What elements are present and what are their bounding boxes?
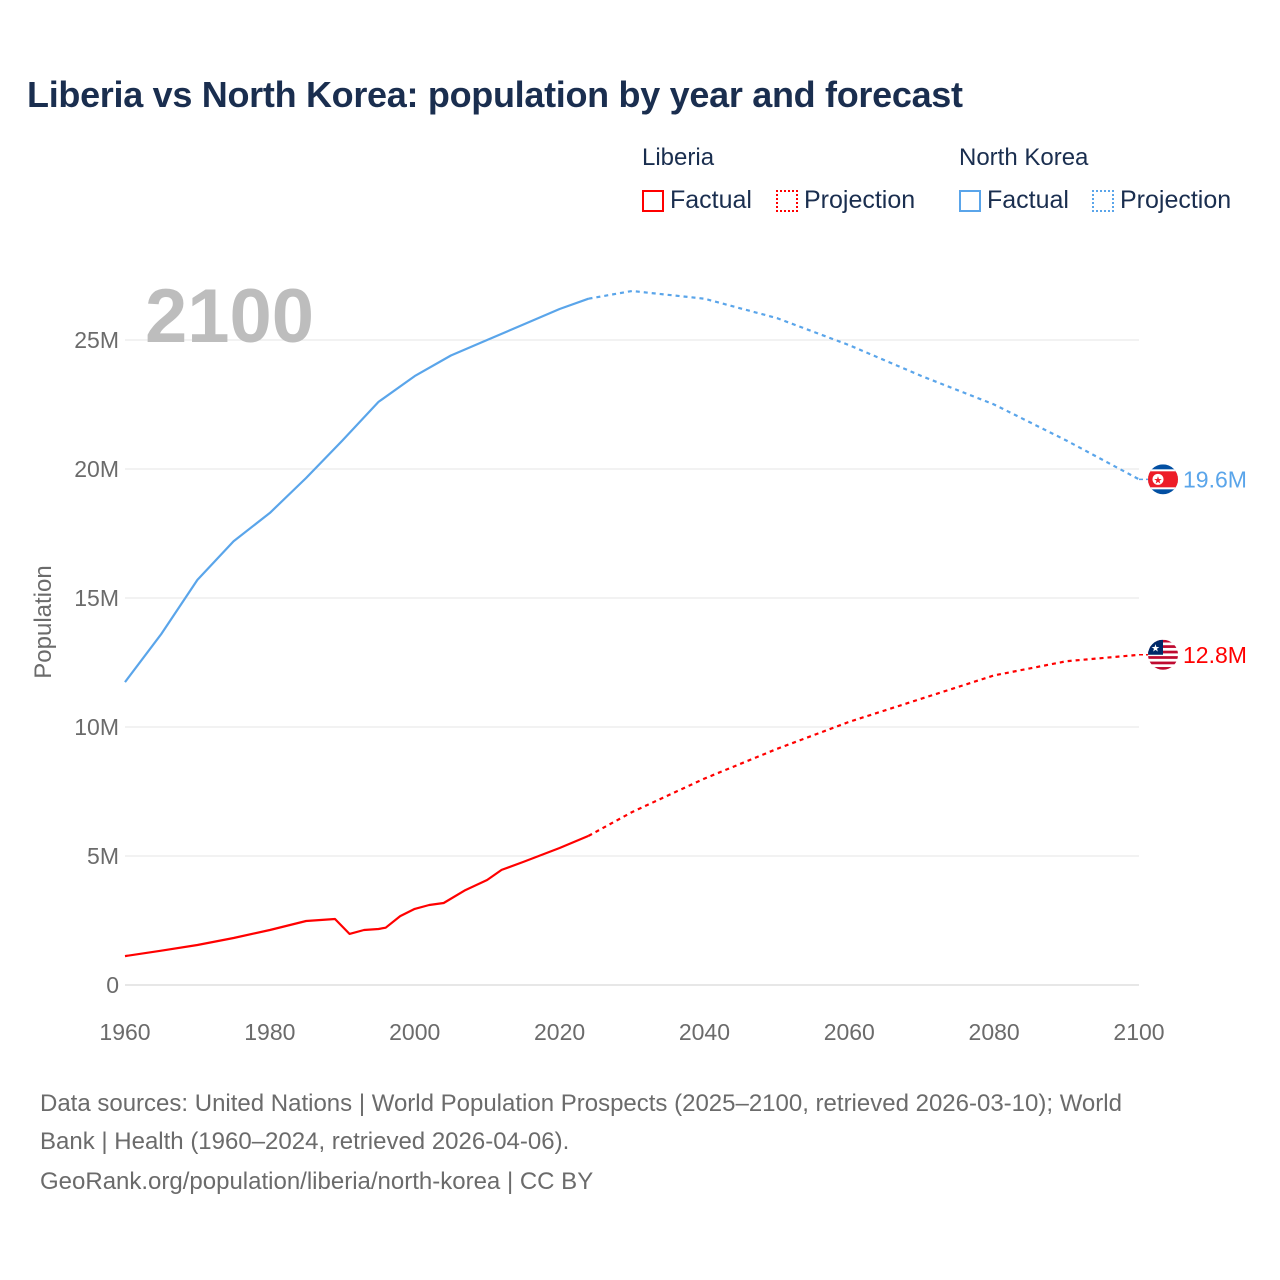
flag-stripe — [1148, 658, 1178, 662]
x-tick-label: 2060 — [824, 1019, 875, 1045]
series-north-korea-projection — [588, 289, 1140, 481]
series-north-korea-factual — [124, 297, 589, 683]
y-tick-label: 25M — [74, 327, 119, 353]
x-tick-label: 2020 — [534, 1019, 585, 1045]
year-label: 2100 — [145, 274, 314, 359]
end-label-north-korea: 19.6M — [1183, 466, 1247, 492]
legend-swatch-solid — [959, 189, 981, 212]
chart-title: Liberia vs North Korea: population by ye… — [27, 74, 963, 115]
x-tick-label: 1980 — [244, 1019, 295, 1045]
legend-label: Factual — [987, 186, 1069, 214]
flag-body: ★ — [1148, 464, 1178, 495]
x-tick-label: 2100 — [1113, 1019, 1164, 1045]
flag-body: ★ — [1148, 639, 1178, 670]
flag-north-korea-icon: ★ — [1148, 464, 1178, 495]
legend-group-liberia: Liberia — [642, 144, 715, 171]
flag-disc — [1152, 473, 1164, 485]
y-tick-label: 0 — [106, 972, 119, 998]
series-liberia-projection — [587, 653, 1140, 837]
flag-star: ★ — [1151, 643, 1160, 654]
legend-swatch-solid — [642, 189, 664, 212]
legend-swatch-dotted — [1092, 189, 1114, 212]
end-label-liberia: 12.8M — [1183, 642, 1247, 668]
legend-liberia-projection[interactable]: Projection — [776, 186, 915, 215]
flag-stripe — [1148, 664, 1178, 668]
flag-liberia-icon: ★ — [1148, 639, 1178, 670]
source-line-1: Data sources: United Nations | World Pop… — [40, 1090, 1122, 1117]
legend-label: Factual — [670, 186, 752, 214]
legend-group-north-korea: North Korea — [959, 144, 1089, 171]
x-tick-label: 1960 — [99, 1019, 150, 1045]
x-tick-label: 2080 — [969, 1019, 1020, 1045]
flag-stripe — [1148, 656, 1178, 660]
legend-label: Projection — [804, 186, 916, 214]
x-tick-label: 2000 — [389, 1019, 440, 1045]
legend-north-korea-projection[interactable]: Projection — [1092, 186, 1231, 215]
x-tick-label: 2040 — [679, 1019, 730, 1045]
source-line-2: Bank | Health (1960–2024, retrieved 2026… — [40, 1128, 570, 1155]
flag-stripe — [1148, 653, 1178, 657]
flag-stripe — [1148, 661, 1178, 665]
y-tick-label: 15M — [74, 585, 119, 611]
source-link[interactable]: GeoRank.org/population/liberia/north-kor… — [40, 1168, 594, 1195]
legend-label: Projection — [1120, 186, 1232, 214]
y-axis-label: Population — [30, 565, 57, 678]
y-tick-label: 5M — [87, 843, 119, 869]
flag-stripe — [1148, 667, 1178, 670]
legend-swatch-dotted — [776, 189, 798, 212]
legend-liberia-factual[interactable]: Factual — [642, 186, 752, 215]
flag-star: ★ — [1154, 475, 1163, 486]
legend-north-korea-factual[interactable]: Factual — [959, 186, 1069, 215]
series-liberia-factual — [124, 834, 589, 958]
y-tick-label: 10M — [74, 714, 119, 740]
y-tick-label: 20M — [74, 456, 119, 482]
